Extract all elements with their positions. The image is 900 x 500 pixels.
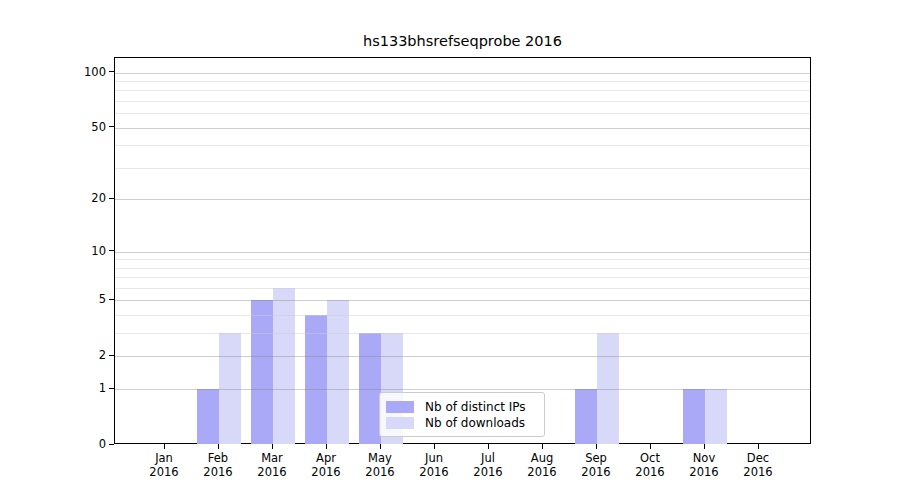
x-tick-label: May2016 bbox=[352, 451, 408, 479]
x-tickmark bbox=[704, 444, 705, 449]
x-tick-label: Oct2016 bbox=[622, 451, 678, 479]
gridline-minor bbox=[115, 101, 810, 102]
x-tick-label: Aug2016 bbox=[514, 451, 570, 479]
x-tickmark bbox=[758, 444, 759, 449]
bar-distinct-ips bbox=[251, 300, 273, 444]
x-tickmark bbox=[380, 444, 381, 449]
legend-label-downloads: Nb of downloads bbox=[425, 416, 525, 430]
gridline-major bbox=[115, 128, 810, 129]
y-tickmark bbox=[109, 299, 114, 300]
x-tickmark bbox=[596, 444, 597, 449]
x-tickmark bbox=[326, 444, 327, 449]
gridline-minor bbox=[115, 113, 810, 114]
x-tick-label: Jul2016 bbox=[460, 451, 516, 479]
x-tick-label: Dec2016 bbox=[730, 451, 786, 479]
gridline-minor bbox=[115, 288, 810, 289]
x-tickmark bbox=[434, 444, 435, 449]
x-tickmark bbox=[488, 444, 489, 449]
y-tickmark bbox=[109, 355, 114, 356]
chart-title: hs133bhsrefseqprobe 2016 bbox=[114, 33, 811, 49]
y-tickmark bbox=[109, 388, 114, 389]
y-tickmark bbox=[109, 250, 114, 251]
legend: Nb of distinct IPs Nb of downloads bbox=[379, 392, 545, 437]
legend-item-downloads: Nb of downloads bbox=[386, 415, 537, 430]
gridline-minor bbox=[115, 168, 810, 169]
x-tickmark bbox=[272, 444, 273, 449]
legend-swatch-distinct-ips bbox=[386, 401, 414, 413]
gridline-minor bbox=[115, 333, 810, 334]
y-tick-label: 5 bbox=[62, 291, 106, 307]
gridline-minor bbox=[115, 259, 810, 260]
x-tick-label: Jun2016 bbox=[406, 451, 462, 479]
y-tick-label: 100 bbox=[62, 64, 106, 80]
gridline-minor bbox=[115, 81, 810, 82]
x-tick-label: Jan2016 bbox=[136, 451, 192, 479]
bar-distinct-ips bbox=[305, 315, 327, 444]
x-tickmark bbox=[218, 444, 219, 449]
y-tickmark bbox=[109, 71, 114, 72]
bar-chart-figure: hs133bhsrefseqprobe 2016 0 1 2 5 10 20 50 100 Ja… bbox=[0, 0, 900, 500]
legend-label-distinct-ips: Nb of distinct IPs bbox=[425, 400, 526, 414]
x-tickmark bbox=[164, 444, 165, 449]
x-tickmark bbox=[650, 444, 651, 449]
gridline-minor bbox=[115, 268, 810, 269]
gridline-minor bbox=[115, 145, 810, 146]
plot-area bbox=[114, 57, 811, 444]
gridline-major bbox=[115, 252, 810, 253]
y-tick-label: 20 bbox=[62, 190, 106, 206]
y-tickmark bbox=[109, 126, 114, 127]
bar-downloads bbox=[273, 288, 295, 444]
bar-distinct-ips bbox=[197, 389, 219, 444]
legend-item-distinct-ips: Nb of distinct IPs bbox=[386, 399, 537, 414]
x-tick-label: Apr2016 bbox=[298, 451, 354, 479]
gridline-major bbox=[115, 356, 810, 357]
y-tickmark bbox=[109, 444, 114, 445]
bar-downloads bbox=[327, 300, 349, 444]
gridline-minor bbox=[115, 277, 810, 278]
x-tick-label: Mar2016 bbox=[244, 451, 300, 479]
x-tick-label: Nov2016 bbox=[676, 451, 732, 479]
gridline-major bbox=[115, 199, 810, 200]
legend-swatch-downloads bbox=[386, 417, 414, 429]
x-tick-label: Feb2016 bbox=[190, 451, 246, 479]
gridline-minor bbox=[115, 315, 810, 316]
y-tick-label: 2 bbox=[62, 347, 106, 363]
y-tick-label: 10 bbox=[62, 243, 106, 259]
bar-distinct-ips bbox=[683, 389, 705, 444]
y-tick-label: 50 bbox=[62, 119, 106, 135]
y-tick-label: 0 bbox=[62, 436, 106, 452]
x-tickmark bbox=[542, 444, 543, 449]
x-tick-label: Sep2016 bbox=[568, 451, 624, 479]
bar-downloads bbox=[705, 389, 727, 444]
gridline-major bbox=[115, 300, 810, 301]
gridline-major bbox=[115, 73, 810, 74]
y-tick-label: 1 bbox=[62, 380, 106, 396]
gridline-minor bbox=[115, 90, 810, 91]
y-tickmark bbox=[109, 198, 114, 199]
bar-distinct-ips bbox=[575, 389, 597, 444]
gridline-major bbox=[115, 389, 810, 390]
